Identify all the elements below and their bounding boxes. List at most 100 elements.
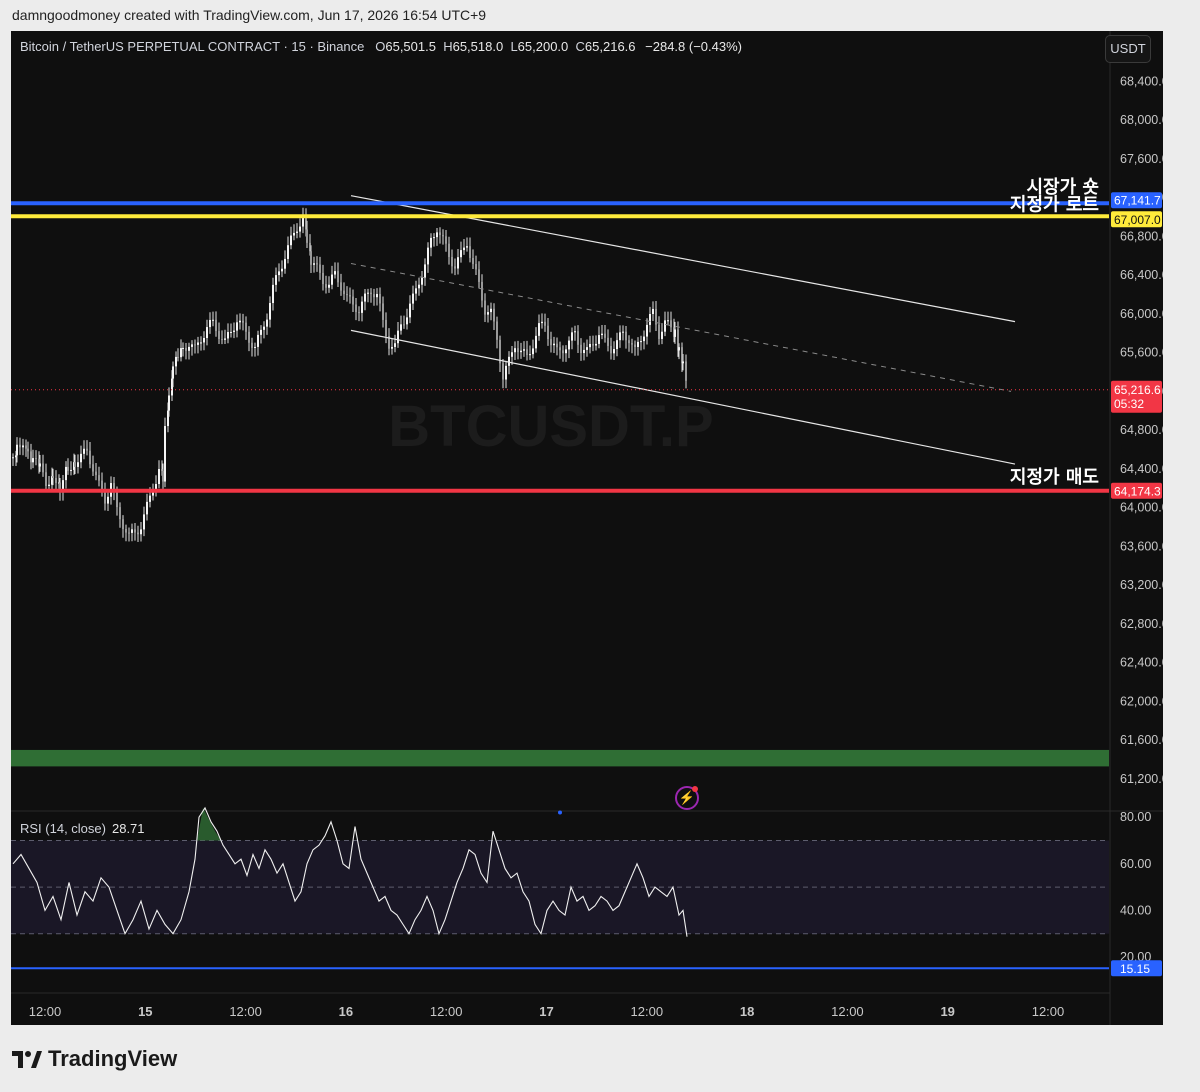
- candle-body: [430, 237, 432, 248]
- candle-body: [361, 301, 363, 313]
- candle-body: [224, 338, 226, 340]
- candle-body: [161, 469, 163, 471]
- candle-body: [583, 349, 585, 354]
- candle-body: [302, 215, 304, 227]
- candle-body: [319, 264, 321, 273]
- candle-body: [523, 349, 525, 351]
- candle-body: [77, 462, 79, 467]
- candle-body: [128, 532, 130, 534]
- candle-body: [313, 263, 315, 265]
- price-tick-label: 65,600.0: [1120, 346, 1163, 360]
- candle-body: [403, 324, 405, 326]
- lightning-icon[interactable]: ⚡: [675, 786, 699, 810]
- symbol-title[interactable]: Bitcoin / TetherUS PERPETUAL CONTRACT · …: [20, 39, 365, 54]
- time-tick-label: 15: [138, 1004, 152, 1019]
- candle-body: [188, 346, 190, 351]
- candle-body: [168, 395, 170, 411]
- candle-body: [74, 462, 76, 467]
- candle-body: [164, 426, 166, 482]
- candle-body: [418, 284, 420, 289]
- candle-body: [547, 325, 549, 340]
- candle-body: [520, 350, 522, 353]
- currency-button[interactable]: USDT: [1105, 35, 1151, 63]
- candle-body: [508, 356, 510, 366]
- candle-body: [299, 226, 301, 232]
- candle-body: [51, 476, 53, 485]
- price-tick-label: 62,000.0: [1120, 694, 1163, 708]
- candle-body: [349, 295, 351, 297]
- candle-body: [667, 320, 669, 322]
- symbol-watermark: BTCUSDT.P: [388, 394, 713, 459]
- candle-body: [27, 448, 29, 452]
- time-tick-label: 17: [539, 1004, 553, 1019]
- candle-body: [598, 335, 600, 344]
- candle-body: [39, 463, 41, 467]
- candle-body: [92, 464, 94, 472]
- candle-body: [180, 348, 182, 358]
- price-tick-label: 66,800.0: [1120, 229, 1163, 243]
- candle-body: [526, 349, 528, 356]
- candle-body: [15, 455, 17, 458]
- candle-body: [45, 472, 47, 486]
- candle-body: [35, 458, 37, 460]
- candle-body: [466, 246, 468, 248]
- chart-frame[interactable]: BTCUSDT.P68,400.068,000.067,600.067,200.…: [11, 31, 1163, 1025]
- rsi-tick-label: 40.00: [1120, 903, 1151, 917]
- candle-body: [122, 519, 124, 529]
- candle-body: [296, 231, 298, 233]
- candle-body: [460, 250, 462, 258]
- notification-dot-icon: [692, 786, 698, 792]
- candle-body: [532, 348, 534, 355]
- candle-body: [678, 347, 680, 351]
- candle-body: [681, 347, 683, 364]
- candle-body: [152, 492, 154, 496]
- price-tick-label: 62,800.0: [1120, 617, 1163, 631]
- candle-body: [19, 444, 21, 448]
- candle-body: [559, 347, 561, 351]
- candle-body: [146, 501, 148, 515]
- candle-body: [149, 495, 151, 502]
- candle-body: [263, 326, 265, 330]
- last-price-tag-countdown: 05:32: [1114, 397, 1144, 411]
- candle-body: [415, 288, 417, 294]
- candle-body: [86, 448, 88, 451]
- candle-body: [370, 292, 372, 295]
- price-tick-label: 66,000.0: [1120, 307, 1163, 321]
- high-value: 65,518.0: [452, 39, 504, 54]
- candle-body: [119, 507, 121, 520]
- candle-body: [604, 333, 606, 338]
- candle-body: [337, 271, 339, 283]
- candle-body: [67, 466, 69, 471]
- time-tick-label: 19: [940, 1004, 954, 1019]
- candle-body: [595, 343, 597, 346]
- candle-body: [677, 329, 679, 351]
- candle-body: [487, 312, 489, 315]
- candle-body: [266, 319, 268, 327]
- candle-body: [394, 343, 396, 347]
- candle-body: [251, 342, 253, 348]
- candle-body: [556, 343, 558, 348]
- low-label: L: [510, 39, 518, 54]
- candle-body: [38, 458, 40, 467]
- last-price-tag: [1111, 380, 1162, 413]
- candle-body: [451, 256, 453, 267]
- candle-body: [230, 331, 232, 333]
- candle-body: [616, 340, 618, 350]
- candle-body: [511, 352, 513, 357]
- candle-body: [209, 319, 211, 328]
- candle-body: [22, 445, 24, 448]
- candle-body: [334, 271, 336, 275]
- candle-body: [550, 339, 552, 346]
- candle-body: [42, 463, 44, 473]
- candle-body: [203, 337, 205, 343]
- price-level-tag: [1111, 482, 1162, 499]
- candle-body: [589, 343, 591, 348]
- candle-body: [577, 331, 579, 345]
- rsi-label[interactable]: RSI (14, close): [20, 821, 106, 836]
- rsi-overbought-fill: [197, 807, 221, 841]
- symbol-legend: Bitcoin / TetherUS PERPETUAL CONTRACT · …: [20, 39, 742, 54]
- candle-body: [32, 458, 34, 463]
- candle-body: [631, 343, 633, 345]
- candle-body: [212, 319, 214, 321]
- chart-canvas[interactable]: BTCUSDT.P68,400.068,000.067,600.067,200.…: [11, 31, 1163, 1025]
